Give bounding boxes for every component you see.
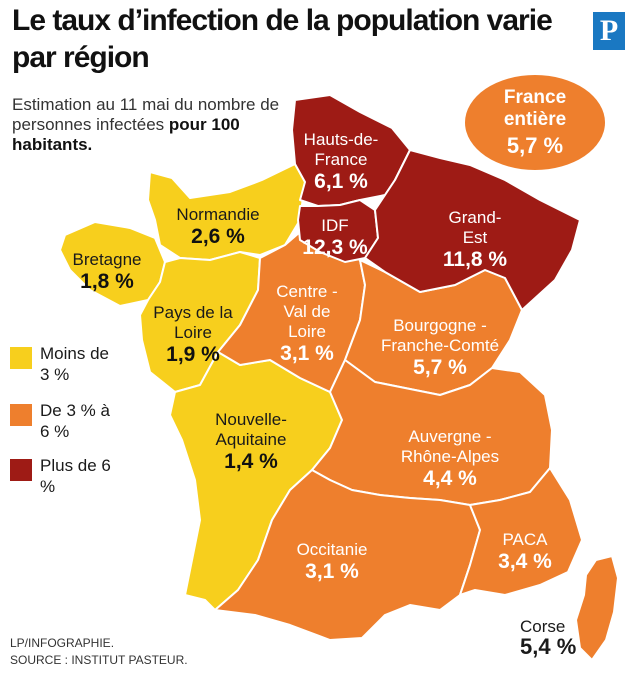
region-value: 1,4 % <box>224 450 278 473</box>
region-name: Hauts-de-France <box>303 130 379 169</box>
region-name: Normandie <box>176 205 260 224</box>
region-value: 3,4 % <box>498 550 552 573</box>
region-shape-paca[interactable] <box>459 467 583 596</box>
region-value: 12,3 % <box>302 236 368 259</box>
region-value: 1,9 % <box>166 343 220 366</box>
region-label-nouvelle-aquitaine: Nouvelle-Aquitaine 1,4 % <box>196 410 306 474</box>
badge-label: France entière <box>503 87 567 130</box>
region-name: Pays de la Loire <box>153 303 233 342</box>
region-name: Nouvelle-Aquitaine <box>215 410 287 449</box>
region-value: 3,1 % <box>280 342 334 365</box>
region-label-normandie: Normandie 2,6 % <box>168 205 268 249</box>
subtitle-text: Estimation au 11 mai du nombre de person… <box>12 95 280 134</box>
region-label-bourgogne-franche-comte: Bourgogne - Franche-Comté 5,7 % <box>360 316 520 380</box>
page-title: Le taux d’infection de la population var… <box>12 4 553 74</box>
region-value: 6,1 % <box>314 170 368 193</box>
region-name: PACA <box>502 530 548 549</box>
region-name: IDF <box>321 216 349 235</box>
region-name: Occitanie <box>296 540 368 559</box>
region-value: 1,8 % <box>80 270 134 293</box>
badge-value: 5,7 % <box>506 133 564 158</box>
region-value: 2,6 % <box>191 225 245 248</box>
region-value: 11,8 % <box>442 248 508 271</box>
region-name: Bretagne <box>72 250 142 269</box>
region-label-pays-de-la-loire: Pays de la Loire 1,9 % <box>143 303 243 367</box>
france-total-badge: France entière 5,7 % <box>465 75 605 170</box>
publication-logo: P <box>593 12 625 50</box>
region-name: Corse <box>520 617 566 636</box>
region-label-occitanie: Occitanie 3,1 % <box>282 540 382 584</box>
region-label-centre-val-de-loire: Centre - Val de Loire 3,1 % <box>262 282 352 366</box>
region-shape-corse[interactable] <box>575 555 619 661</box>
region-value: 5,7 % <box>413 356 467 379</box>
legend-label: De 3 % à 6 % <box>40 401 110 441</box>
credit-line-2: SOURCE : INSTITUT PASTEUR. <box>10 653 188 667</box>
region-value: 4,4 % <box>423 467 477 490</box>
region-name: Centre - Val de Loire <box>276 282 338 341</box>
subtitle-bold: pour 100 habitants. <box>12 115 240 154</box>
region-name: Auvergne - Rhône-Alpes <box>400 427 500 466</box>
region-shape-grand-est[interactable] <box>364 149 581 311</box>
credit: LP/INFOGRAPHIE. SOURCE : INSTITUT PASTEU… <box>10 635 188 669</box>
region-label-auvergne-rhone-alpes: Auvergne - Rhône-Alpes 4,4 % <box>380 427 520 491</box>
region-label-bretagne: Bretagne 1,8 % <box>62 250 152 294</box>
subtitle: Estimation au 11 mai du nombre de person… <box>12 95 312 155</box>
region-value: 5,4 % <box>520 634 577 659</box>
region-label-grand-est: Grand-Est 11,8 % <box>430 208 520 272</box>
legend-swatch-yellow <box>10 347 32 369</box>
region-label-idf: IDF 12,3 % <box>300 216 370 260</box>
region-value: 3,1 % <box>305 560 359 583</box>
legend-label: Moins de 3 % <box>40 344 109 384</box>
legend-swatch-red <box>10 459 32 481</box>
legend-label: Plus de 6 % <box>40 456 111 496</box>
region-label-paca: PACA 3,4 % <box>485 530 565 574</box>
region-label-corse: Corse 5,4 % <box>520 617 577 659</box>
region-name: Grand-Est <box>448 208 502 247</box>
legend-swatch-orange <box>10 404 32 426</box>
region-label-hauts-de-france: Hauts-de-France 6,1 % <box>296 130 386 194</box>
region-shape-occitanie[interactable] <box>214 469 481 641</box>
region-name: Bourgogne - Franche-Comté <box>380 316 500 355</box>
credit-line-1: LP/INFOGRAPHIE. <box>10 636 115 650</box>
